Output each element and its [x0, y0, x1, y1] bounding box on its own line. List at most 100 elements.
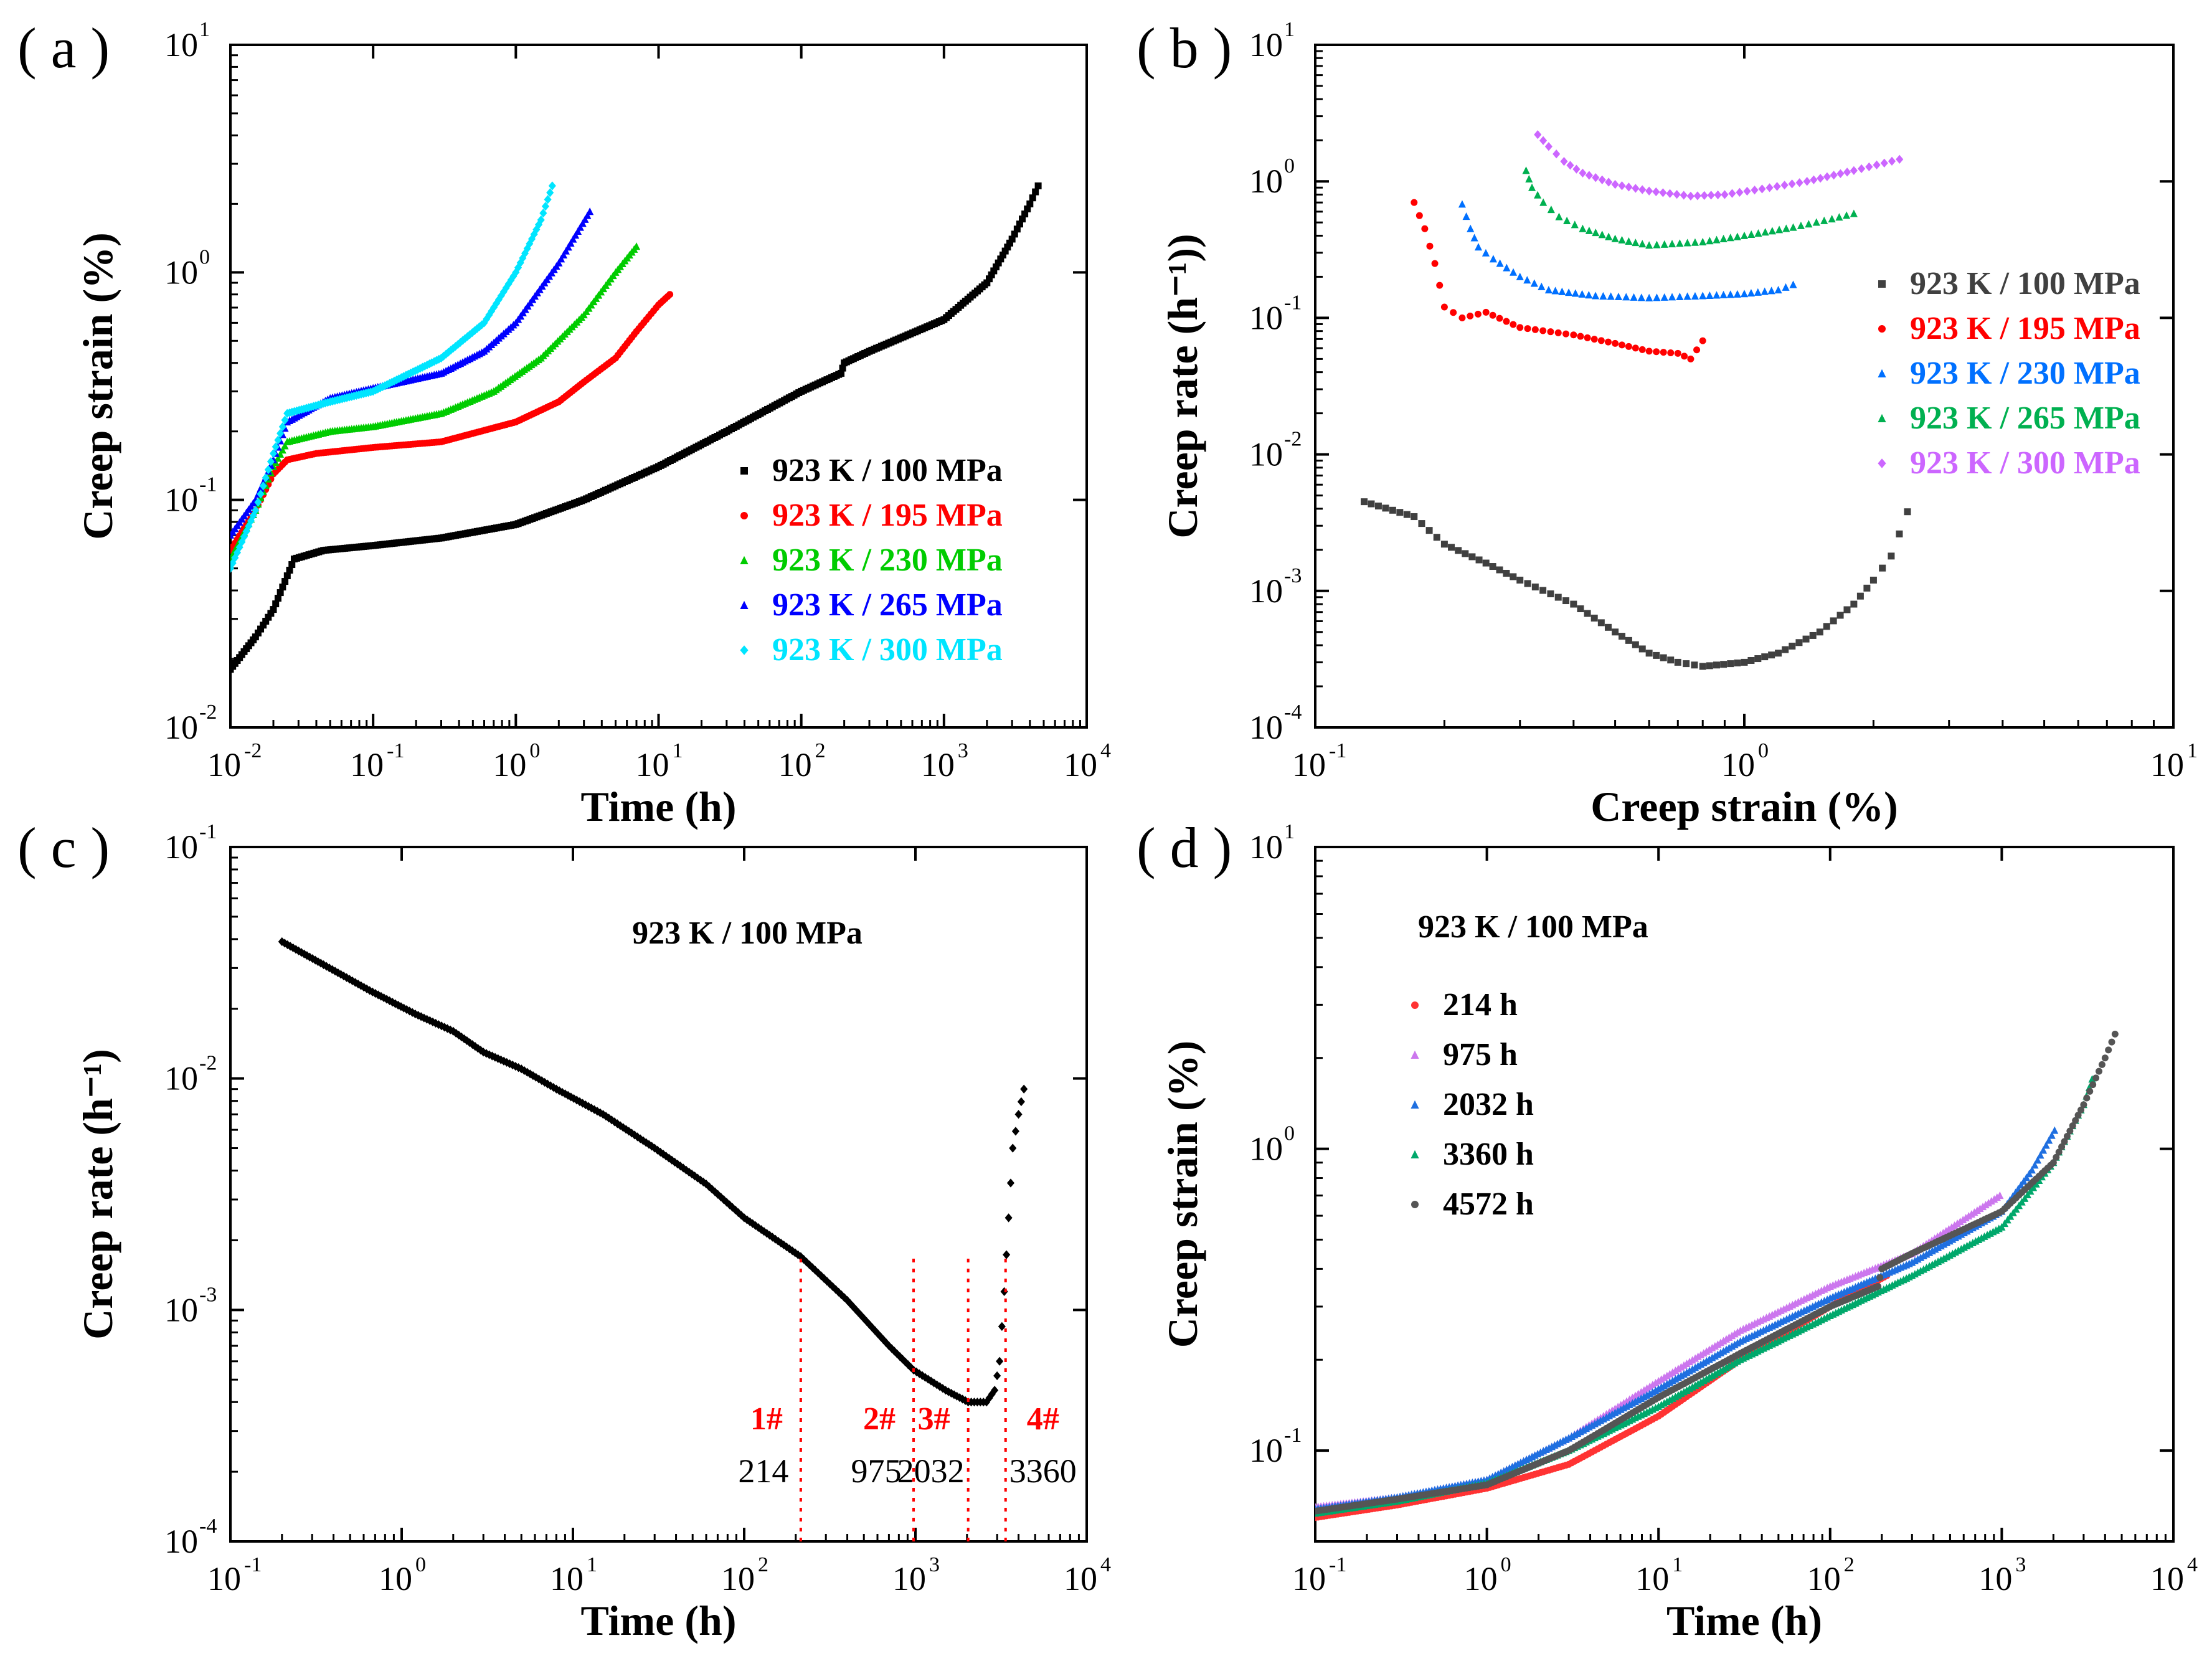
legend-entry: 4572 h	[1443, 1186, 1534, 1222]
data-point	[281, 415, 289, 425]
data-point	[1660, 654, 1667, 661]
data-point	[1006, 1178, 1014, 1188]
data-point	[1612, 628, 1619, 636]
data-point	[2083, 1094, 2091, 1102]
data-point	[1431, 260, 1439, 267]
data-point	[555, 1086, 564, 1096]
x-tick-exponent: 4	[1100, 739, 1111, 762]
y-tick-label: 10	[164, 1060, 198, 1097]
data-point	[527, 234, 536, 244]
data-point	[1592, 229, 1600, 237]
data-point	[264, 465, 272, 475]
y-tick-label: 10	[164, 1291, 198, 1328]
data-point	[628, 1129, 636, 1138]
data-point	[1660, 293, 1668, 301]
data-point	[2049, 1159, 2057, 1166]
data-point	[840, 1293, 848, 1302]
data-point	[1751, 186, 1759, 195]
data-point	[1733, 290, 1741, 298]
data-point	[1462, 212, 1470, 220]
x-tick-exponent: 0	[1501, 1553, 1511, 1576]
y-tick-exponent: 1	[1284, 18, 1295, 41]
data-point	[552, 1084, 560, 1094]
data-point	[1489, 311, 1496, 319]
data-point	[1812, 218, 1820, 226]
legend-marker	[1411, 1150, 1419, 1158]
data-point	[1638, 185, 1647, 194]
data-point	[1727, 660, 1734, 668]
data-point	[1699, 663, 1706, 670]
x-tick-exponent: -1	[387, 739, 404, 762]
data-point	[2055, 1148, 2063, 1156]
data-point	[1525, 174, 1533, 183]
data-point	[1563, 216, 1571, 224]
data-point	[276, 428, 285, 438]
data-point	[1782, 283, 1790, 291]
legend-marker	[740, 556, 749, 564]
data-point	[1625, 636, 1632, 644]
data-point	[1510, 321, 1517, 328]
data-point	[1496, 259, 1504, 267]
zone-value: 2032	[897, 1452, 965, 1490]
data-point	[573, 1096, 581, 1105]
data-point	[995, 259, 1002, 267]
data-point	[262, 473, 270, 483]
data-point	[1528, 183, 1536, 191]
data-point	[1706, 291, 1714, 299]
data-point	[871, 1326, 879, 1335]
data-point	[1455, 547, 1462, 554]
data-point	[1767, 286, 1775, 295]
data-point	[1489, 563, 1496, 570]
data-point	[1687, 355, 1694, 362]
legend-marker	[1878, 325, 1886, 333]
data-point	[351, 978, 359, 987]
data-point	[423, 1015, 431, 1024]
data-point	[1747, 288, 1755, 297]
data-point	[619, 1123, 627, 1132]
x-tick-label: 10	[1292, 746, 1326, 783]
data-point	[514, 1063, 522, 1072]
legend-marker	[1411, 1100, 1419, 1109]
x-tick-label: 10	[350, 746, 384, 783]
data-point	[283, 572, 291, 580]
data-point	[1680, 191, 1688, 200]
data-point	[541, 202, 549, 211]
y-tick-exponent: -4	[1284, 701, 1302, 724]
data-point	[428, 1017, 437, 1027]
data-point	[1579, 224, 1587, 232]
data-point	[1622, 293, 1630, 301]
data-point	[1879, 564, 1886, 572]
x-tick-label: 10	[1635, 1560, 1669, 1597]
y-axis-label: Creep rate (h⁻¹)	[74, 1049, 121, 1340]
data-point	[930, 1378, 938, 1388]
x-tick-exponent: 0	[415, 1553, 426, 1576]
data-point	[874, 1329, 882, 1338]
data-point	[1667, 656, 1675, 664]
data-point	[1011, 230, 1018, 238]
x-tick-exponent: 1	[587, 1553, 597, 1576]
data-point	[876, 1332, 885, 1342]
data-point	[447, 1025, 455, 1034]
y-tick-label: 10	[164, 709, 198, 746]
data-point	[1389, 506, 1396, 514]
legend-marker	[740, 600, 749, 609]
data-point	[838, 1290, 846, 1300]
data-point	[523, 1067, 531, 1077]
x-tick-label: 10	[1721, 746, 1755, 783]
data-point	[1585, 291, 1593, 299]
data-point	[2074, 1112, 2082, 1119]
data-point	[440, 1023, 448, 1032]
data-point	[1000, 1287, 1008, 1297]
data-point	[1674, 658, 1681, 666]
data-point	[1611, 179, 1619, 189]
data-point	[1820, 216, 1828, 224]
data-point	[2101, 1054, 2109, 1062]
data-point	[1625, 237, 1633, 245]
data-point	[1584, 610, 1591, 617]
data-point	[389, 998, 397, 1007]
y-tick-exponent: -1	[1284, 1424, 1302, 1447]
data-point	[555, 258, 563, 267]
data-point	[1579, 168, 1587, 178]
data-point	[1996, 1191, 2004, 1200]
